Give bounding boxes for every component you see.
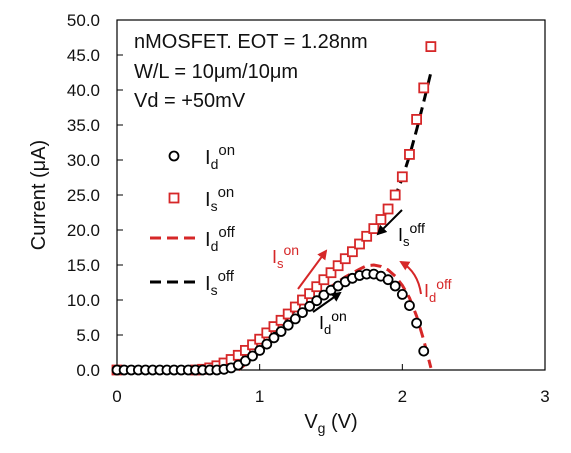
y-tick-label: 15.0	[67, 256, 100, 275]
point-is-on	[418, 82, 430, 94]
y-axis-title: Current (μA)	[28, 140, 50, 250]
point-is-on	[425, 41, 437, 52]
annotation-label: Isoff	[398, 220, 425, 249]
legend-label-is-on: Ison	[205, 184, 234, 214]
x-tick-label: 0	[112, 387, 121, 406]
legend-label-is-off: Isoff	[205, 268, 235, 298]
size-label: W/L = 10μm/10μm	[134, 61, 298, 83]
point-is-on	[261, 327, 273, 339]
y-tick-label: 10.0	[67, 291, 100, 310]
point-is-on	[375, 214, 387, 225]
point-is-on	[254, 333, 266, 345]
point-id-on	[418, 345, 430, 357]
point-id-on	[389, 280, 401, 292]
bias-label: Vd = +50mV	[134, 90, 246, 112]
annotation-label: Idoff	[424, 276, 452, 305]
point-is-on	[404, 148, 415, 160]
point-id-on	[311, 295, 323, 307]
legend-marker-is-on	[168, 192, 180, 204]
point-is-on	[396, 171, 408, 183]
annotation-label: Ison	[272, 242, 299, 271]
point-is-on	[304, 288, 316, 300]
y-axis: 0.0 5.0 10.0 15.0 20.0 25.0 30.0 35.0 40.0 45.0 50…	[67, 11, 123, 380]
annotation-arrow	[399, 260, 422, 295]
point-is-on	[325, 267, 337, 279]
annotation-arrow	[312, 291, 342, 313]
annotation-arrow	[376, 209, 403, 236]
point-id-on	[275, 326, 287, 337]
y-tick-label: 40.0	[67, 81, 100, 100]
x-axis-title: Vg (V)	[304, 411, 357, 436]
point-is-on	[411, 114, 423, 125]
x-tick-label: 3	[540, 387, 549, 406]
point-is-on	[389, 189, 401, 201]
point-id-on	[297, 307, 308, 319]
point-is-on	[239, 344, 251, 356]
y-tick-label: 5.0	[76, 326, 100, 345]
point-is-on	[354, 238, 365, 250]
annotation-label: Idon	[319, 308, 347, 337]
y-tick-label: 20.0	[67, 221, 100, 240]
legend: Idon Ison Idoff Isoff	[150, 142, 236, 298]
point-is-on	[311, 281, 323, 293]
y-tick-label: 45.0	[67, 46, 100, 65]
point-is-on	[382, 203, 394, 215]
legend-marker-id-on	[168, 150, 180, 162]
legend-label-id-off: Idoff	[205, 224, 236, 254]
point-is-on	[275, 314, 287, 326]
point-is-on	[361, 230, 373, 242]
point-is-on	[247, 339, 258, 351]
y-tick-label: 50.0	[67, 11, 100, 30]
point-id-on	[382, 274, 394, 286]
series-line-id-off	[237, 263, 433, 372]
x-tick-label: 2	[398, 387, 407, 406]
point-id-on	[282, 319, 294, 331]
point-id-on	[289, 313, 301, 325]
point-is-on	[339, 253, 351, 265]
point-id-on	[247, 350, 258, 362]
point-is-on	[368, 223, 380, 235]
annotation-arrow	[297, 249, 328, 290]
series-layer	[111, 41, 437, 376]
legend-label-id-on: Idon	[205, 142, 235, 172]
point-id-on	[268, 332, 280, 344]
x-tick-label: 1	[255, 387, 264, 406]
point-id-on	[254, 344, 266, 356]
point-is-on	[282, 308, 294, 320]
y-tick-label: 0.0	[76, 361, 100, 380]
point-id-on	[304, 300, 316, 312]
arrow-annotations: Ison Isoff Idon Idoff	[272, 209, 452, 337]
point-id-on	[396, 288, 408, 300]
point-is-on	[297, 294, 308, 306]
device-label: nMOSFET. EOT = 1.28nm	[134, 31, 368, 53]
point-id-on	[411, 317, 423, 329]
y-tick-label: 35.0	[67, 116, 100, 135]
point-is-on	[318, 274, 330, 286]
point-is-on	[332, 260, 344, 272]
point-is-on	[289, 301, 301, 313]
point-id-on	[318, 289, 330, 301]
point-id-on	[261, 338, 273, 350]
y-tick-label: 25.0	[67, 186, 100, 205]
point-id-on	[404, 300, 415, 312]
y-tick-label: 30.0	[67, 151, 100, 170]
point-is-on	[268, 321, 280, 333]
point-is-on	[346, 246, 358, 258]
point-id-on	[239, 355, 251, 367]
